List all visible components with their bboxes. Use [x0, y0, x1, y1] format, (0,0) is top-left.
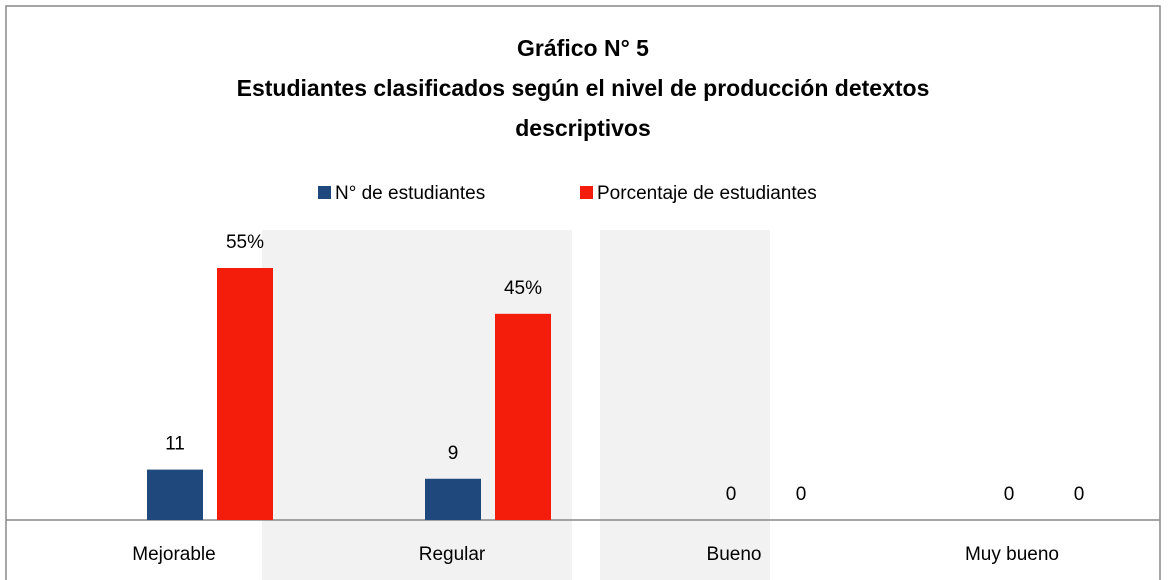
- bar: [147, 469, 203, 520]
- legend-swatch: [318, 186, 331, 199]
- bar: [495, 313, 551, 520]
- legend-swatch: [580, 186, 593, 199]
- watermark: [600, 230, 770, 580]
- legend-label: N° de estudiantes: [335, 183, 485, 204]
- x-tick-label: Regular: [419, 544, 486, 565]
- chart-title: Estudiantes clasificados según el nivel …: [237, 75, 930, 101]
- data-label: 45%: [504, 278, 542, 299]
- x-tick-label: Muy bueno: [965, 544, 1059, 565]
- bar: [425, 478, 481, 520]
- chart-title: Gráfico N° 5: [517, 35, 649, 61]
- data-label: 0: [726, 484, 737, 505]
- data-label: 0: [1074, 484, 1085, 505]
- x-tick-label: Mejorable: [132, 544, 215, 565]
- data-label: 11: [165, 434, 185, 455]
- data-label: 0: [1004, 484, 1015, 505]
- x-tick-label: Bueno: [707, 544, 762, 565]
- bar: [217, 268, 273, 520]
- data-label: 55%: [226, 232, 264, 253]
- legend-label: Porcentaje de estudiantes: [597, 183, 817, 204]
- data-label: 0: [796, 484, 807, 505]
- data-label: 9: [448, 443, 459, 464]
- chart-title: descriptivos: [515, 115, 651, 141]
